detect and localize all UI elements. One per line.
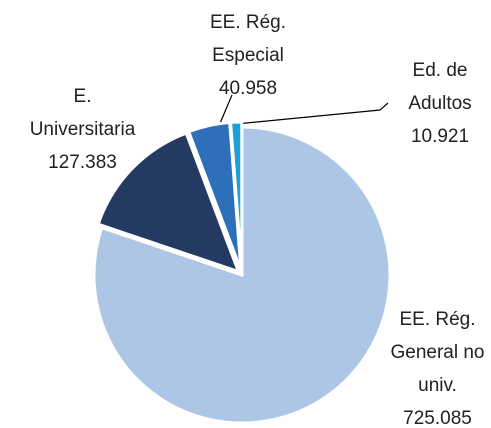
- value-label: 127.383: [48, 152, 117, 173]
- category-label: Ed. de Adultos: [408, 60, 472, 114]
- category-label: E. Universitaria: [29, 86, 136, 140]
- slice-label: E. Universitaria 127.383: [20, 80, 145, 179]
- slice-label: EE. Rég. Especial 40.958: [203, 6, 293, 105]
- category-label: EE. Rég. Especial: [209, 12, 287, 66]
- slice-label: Ed. de Adultos 10.921: [395, 54, 485, 153]
- pie-slice: [96, 131, 241, 274]
- pie-slice: [92, 125, 392, 425]
- value-label: 40.958: [218, 78, 278, 99]
- slice-label: EE. Rég. General no univ. 725.085: [390, 303, 485, 428]
- value-label: 10.921: [410, 126, 470, 147]
- pie-slice: [228, 120, 244, 271]
- leader-line: [235, 102, 389, 125]
- value-label: 725.085: [403, 408, 472, 428]
- category-label: EE. Rég. General no univ.: [390, 309, 485, 396]
